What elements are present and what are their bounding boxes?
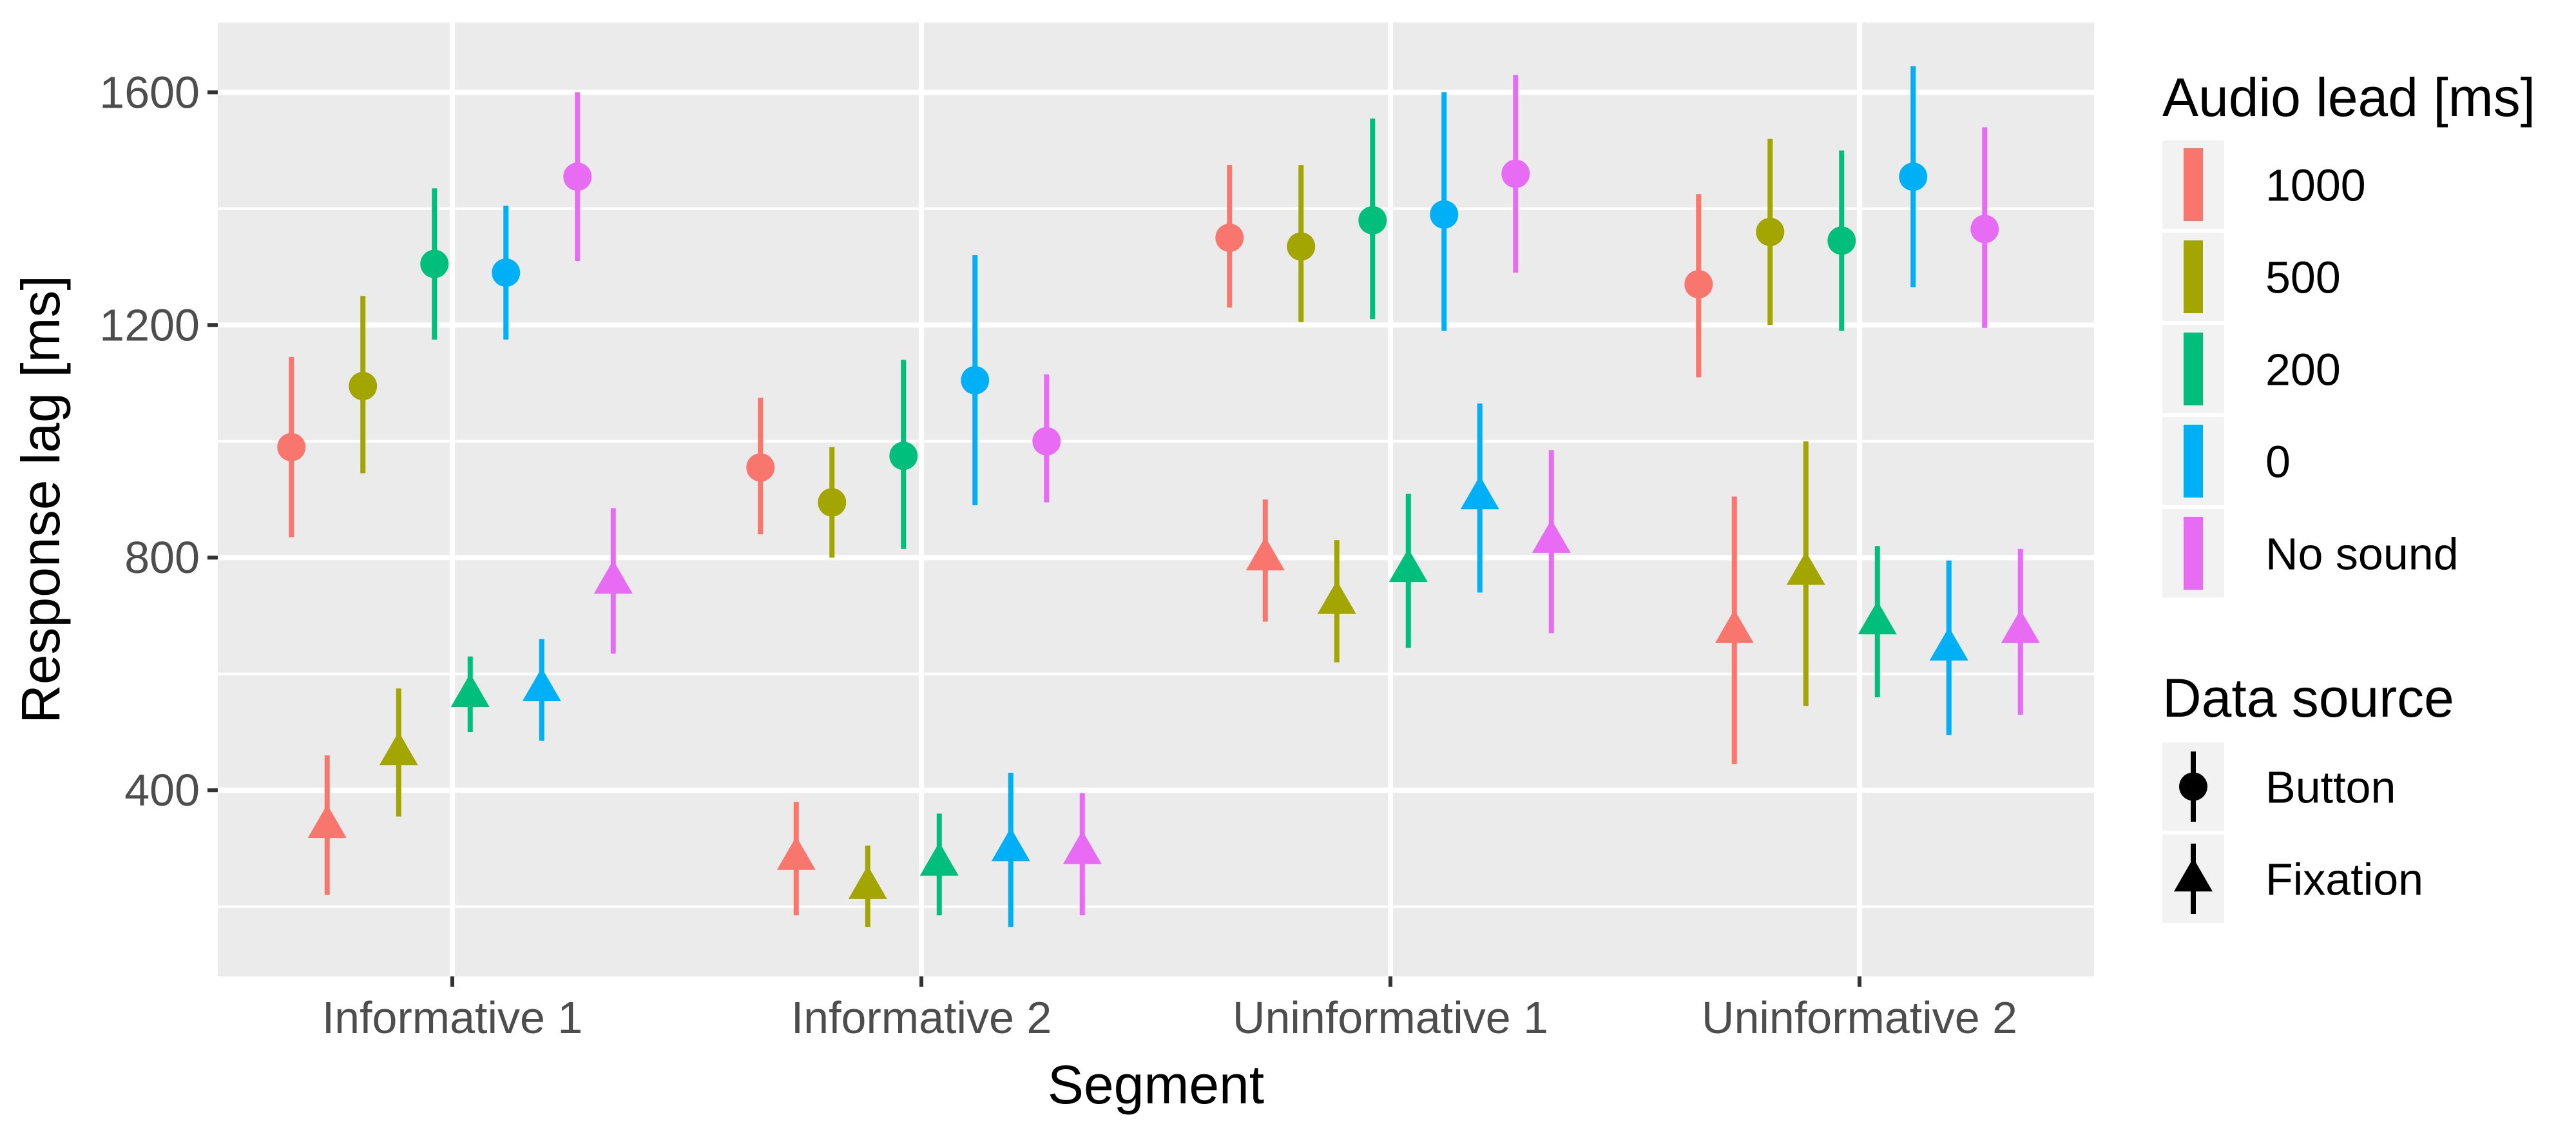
- point-fixation: [1317, 580, 1356, 614]
- point-button: [961, 366, 990, 394]
- x-tick-label: Informative 2: [791, 993, 1052, 1043]
- y-tick-label: 400: [124, 765, 200, 815]
- point-button: [420, 249, 449, 278]
- x-tick-label: Informative 1: [322, 993, 583, 1043]
- point-fixation: [1858, 601, 1897, 635]
- shape-legend: Button Fixation: [2162, 742, 2423, 923]
- point-button: [563, 162, 592, 191]
- point-fixation: [776, 836, 816, 870]
- x-axis-title: Segment: [1048, 1054, 1264, 1115]
- legend-shape-label: Button: [2265, 762, 2396, 813]
- point-button: [1032, 427, 1061, 456]
- shape-legend-title: Data source: [2162, 668, 2454, 728]
- point-button: [746, 453, 775, 482]
- minor-gridlines: [218, 207, 2094, 908]
- point-fixation: [2001, 609, 2040, 643]
- x-tick-label: Uninformative 2: [1702, 993, 2017, 1043]
- y-tick-label: 1600: [99, 67, 200, 117]
- plot-panel: [218, 23, 2094, 976]
- point-button: [1287, 232, 1316, 261]
- point-button: [818, 488, 847, 517]
- point-button: [349, 372, 378, 401]
- x-axis: Informative 1 Informative 2 Uninformative …: [322, 976, 2017, 1043]
- point-button: [1899, 162, 1928, 191]
- point-fixation: [991, 828, 1030, 862]
- point-button: [1970, 215, 1999, 244]
- point-button: [277, 432, 306, 461]
- color-legend-title: Audio lead [ms]: [2162, 67, 2535, 128]
- point-button: [1215, 223, 1244, 252]
- legend-circle-icon: [2179, 772, 2207, 801]
- point-button: [1430, 200, 1459, 229]
- point-fixation: [919, 842, 959, 876]
- major-gridlines: [218, 23, 2094, 976]
- point-fixation: [1245, 537, 1285, 570]
- legend-color-label: 0: [2265, 437, 2291, 487]
- point-button: [1827, 226, 1856, 255]
- point-fixation: [1929, 626, 1968, 661]
- point-fixation: [379, 731, 418, 766]
- point-button: [492, 258, 521, 287]
- point-fixation: [848, 865, 887, 899]
- point-fixation: [307, 804, 347, 838]
- point-fixation: [1715, 609, 1754, 643]
- legend-triangle-icon: [2174, 858, 2213, 892]
- point-fixation: [1786, 551, 1825, 585]
- point-button: [889, 441, 918, 470]
- color-legend: 1000 500 200 0 No sound: [2162, 140, 2459, 597]
- legend-color-label: 1000: [2265, 160, 2366, 211]
- point-fixation: [450, 673, 490, 708]
- legend-color-label: 200: [2265, 345, 2341, 395]
- point-fixation: [522, 668, 561, 702]
- x-tick-label: Uninformative 1: [1233, 993, 1548, 1043]
- legend-shape-label: Fixation: [2265, 855, 2423, 905]
- point-button: [1358, 206, 1387, 235]
- point-fixation: [1460, 476, 1499, 510]
- y-tick-label: 800: [124, 532, 200, 583]
- y-axis: 400 800 1200 1600: [99, 67, 218, 815]
- point-button: [1501, 159, 1530, 188]
- y-axis-title: Response lag [ms]: [10, 275, 71, 724]
- point-fixation: [593, 560, 633, 594]
- point-fixation: [1062, 830, 1102, 864]
- data-points: [277, 159, 2040, 899]
- point-fixation: [1532, 519, 1571, 553]
- legend-color-label: No sound: [2265, 529, 2459, 579]
- point-button: [1756, 217, 1785, 246]
- point-fixation: [1389, 548, 1428, 583]
- legend-color-label: 500: [2265, 253, 2341, 303]
- y-tick-label: 1200: [99, 300, 200, 350]
- point-button: [1684, 270, 1713, 299]
